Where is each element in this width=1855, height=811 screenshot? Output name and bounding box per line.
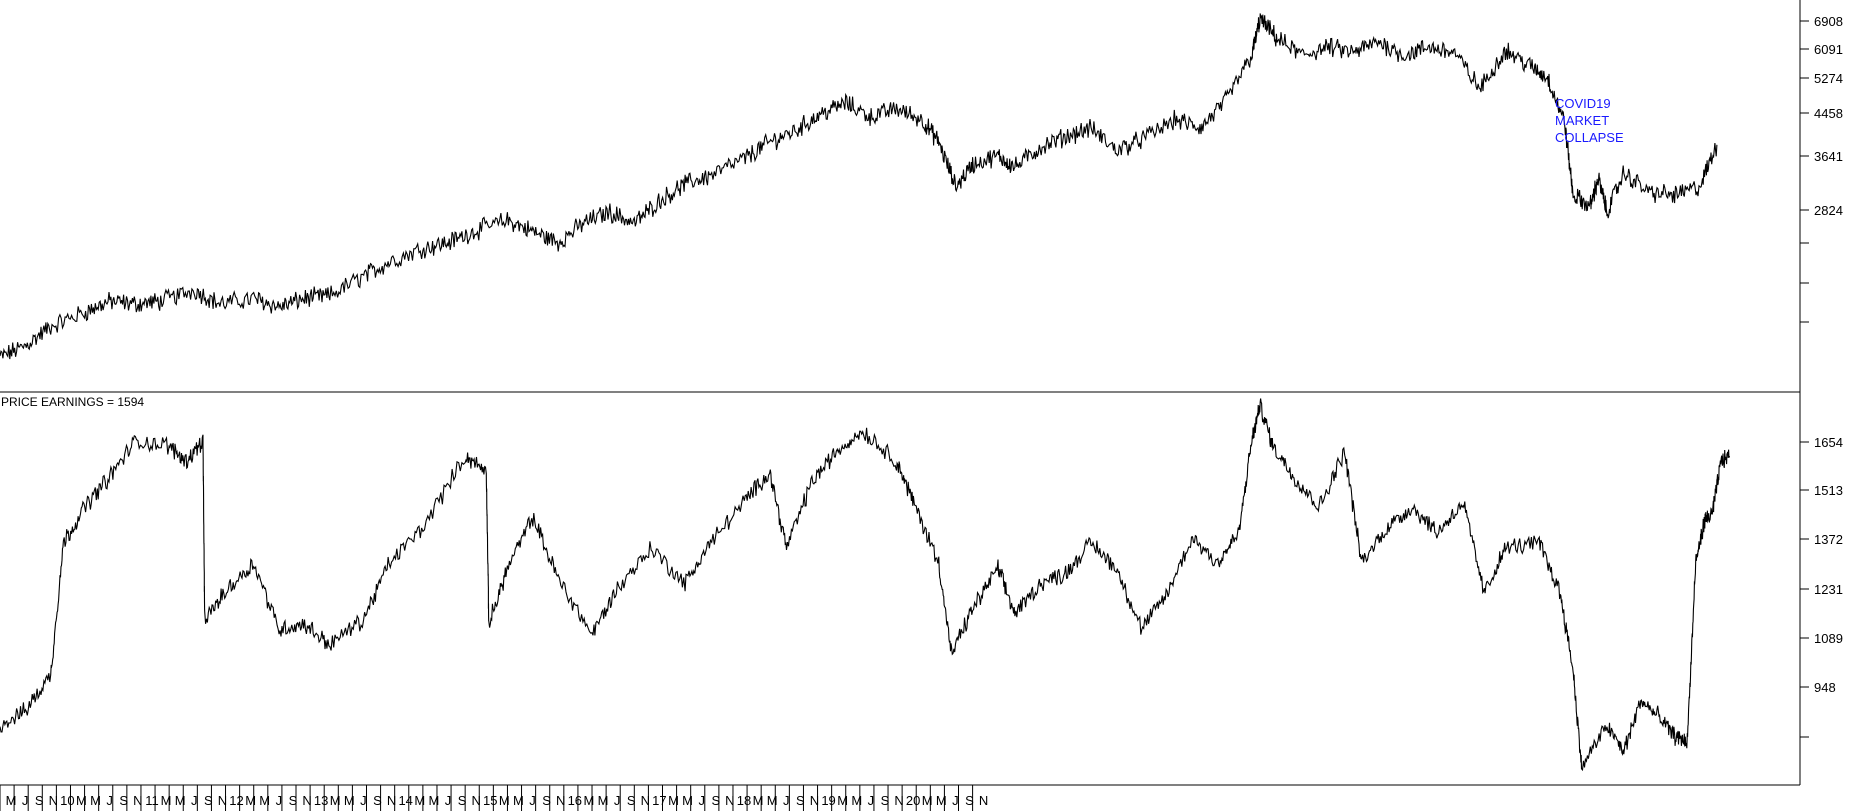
x-month-label: N (725, 793, 734, 808)
x-year-label: 16 (568, 793, 582, 808)
x-month-label: M (767, 793, 778, 808)
x-axis: M J S N 10 M M J S N 11 M M J S N 12 M M J S N 13 M M J S N 14 M M J S N 1… (0, 785, 988, 811)
x-month-label: N (471, 793, 480, 808)
covid-annotation: COVID19 MARKET COLLAPSE (1555, 96, 1624, 145)
x-month-label: J (276, 793, 283, 808)
x-month-label: M (682, 793, 693, 808)
x-month-label: J (445, 793, 452, 808)
x-month-label: J (783, 793, 790, 808)
y-tick-label: 2824 (1814, 203, 1843, 218)
x-month-label: M (499, 793, 510, 808)
x-month-label: M (428, 793, 439, 808)
x-month-label: M (344, 793, 355, 808)
x-month-label: J (698, 793, 705, 808)
x-month-label: N (556, 793, 565, 808)
x-month-label: N (979, 793, 988, 808)
x-month-label: M (668, 793, 679, 808)
x-month-label: M (837, 793, 848, 808)
x-month-label: S (289, 793, 298, 808)
x-month-label: N (810, 793, 819, 808)
x-year-label: 20 (906, 793, 920, 808)
x-year-label: 11 (145, 793, 159, 808)
x-month-label: J (952, 793, 959, 808)
x-month-label: M (6, 793, 17, 808)
x-month-label: M (259, 793, 270, 808)
y-tick-label: 6091 (1814, 42, 1843, 57)
x-month-label: J (22, 793, 29, 808)
y-tick-label: 6908 (1814, 14, 1843, 29)
x-month-label: M (922, 793, 933, 808)
x-month-label: S (711, 793, 720, 808)
y-tick-label: 5274 (1814, 71, 1843, 86)
x-year-label: 18 (737, 793, 751, 808)
x-year-label: 12 (229, 793, 243, 808)
x-month-label: M (513, 793, 524, 808)
x-month-label: N (641, 793, 650, 808)
x-month-label: M (245, 793, 256, 808)
pe-series-line (0, 398, 1731, 772)
x-year-label: 13 (314, 793, 328, 808)
x-month-label: N (218, 793, 227, 808)
pe-y-axis: 1654 1513 1372 1231 1089 948 (1800, 435, 1843, 738)
x-month-label: M (598, 793, 609, 808)
annotation-line: COVID19 (1555, 96, 1611, 111)
y-tick-label: 3641 (1814, 149, 1843, 164)
x-month-label: N (894, 793, 903, 808)
y-tick-label: 1089 (1814, 631, 1843, 646)
x-year-label: 17 (652, 793, 666, 808)
x-month-label: J (614, 793, 621, 808)
x-month-label: S (35, 793, 44, 808)
x-month-label: S (119, 793, 128, 808)
x-month-label: M (584, 793, 595, 808)
x-month-label: J (529, 793, 536, 808)
x-month-label: N (133, 793, 142, 808)
x-year-label: 10 (60, 793, 74, 808)
x-month-label: M (330, 793, 341, 808)
x-month-label: N (302, 793, 311, 808)
y-tick-label: 1372 (1814, 532, 1843, 547)
pe-title: PRICE EARNINGS = 1594 (1, 395, 144, 409)
x-month-label: S (204, 793, 213, 808)
x-month-label: M (161, 793, 172, 808)
x-month-label: S (881, 793, 890, 808)
x-month-label: J (191, 793, 198, 808)
x-month-label: M (936, 793, 947, 808)
price-y-axis: 6908 6091 5274 4458 3641 2824 (1800, 14, 1843, 323)
x-month-label: S (965, 793, 974, 808)
x-month-label: S (796, 793, 805, 808)
x-month-label: M (76, 793, 87, 808)
x-month-label: M (175, 793, 186, 808)
x-month-label: J (360, 793, 367, 808)
x-month-label: N (387, 793, 396, 808)
x-month-label: M (851, 793, 862, 808)
x-month-label: J (868, 793, 875, 808)
x-month-label: J (106, 793, 113, 808)
x-month-label: S (458, 793, 467, 808)
y-tick-label: 1513 (1814, 483, 1843, 498)
annotation-line: COLLAPSE (1555, 130, 1624, 145)
x-month-label: N (49, 793, 58, 808)
x-month-label: S (542, 793, 551, 808)
x-year-label: 14 (398, 793, 412, 808)
y-tick-label: 4458 (1814, 106, 1843, 121)
x-year-label: 15 (483, 793, 497, 808)
price-series-line (0, 13, 1718, 360)
y-tick-label: 1231 (1814, 582, 1843, 597)
x-year-label: 19 (821, 793, 835, 808)
annotation-line: MARKET (1555, 113, 1609, 128)
y-tick-label: 948 (1814, 680, 1836, 695)
x-month-label: S (373, 793, 382, 808)
x-month-label: M (90, 793, 101, 808)
x-month-label: M (414, 793, 425, 808)
x-month-label: S (627, 793, 636, 808)
pe-panel: PRICE EARNINGS = 1594 1654 1513 1372 1231 10… (0, 395, 1843, 772)
y-tick-label: 1654 (1814, 435, 1843, 450)
x-month-label: M (753, 793, 764, 808)
